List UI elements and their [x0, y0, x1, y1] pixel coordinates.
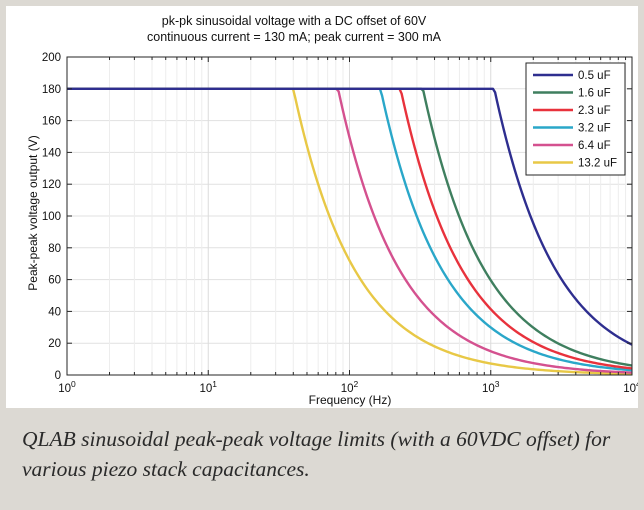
x-tick-label: 101 — [199, 379, 217, 395]
series-line — [67, 87, 633, 346]
y-tick-label: 120 — [42, 179, 61, 191]
legend-label: 1.6 uF — [578, 88, 611, 100]
x-tick-label: 102 — [341, 379, 359, 395]
y-tick-label: 180 — [42, 84, 61, 96]
series-lines — [67, 87, 633, 376]
y-tick-label: 200 — [42, 52, 61, 64]
x-axis-label: Frequency (Hz) — [309, 393, 392, 407]
y-tick-label: 80 — [48, 243, 61, 255]
y-tick-label: 140 — [42, 147, 61, 159]
x-tick-label: 104 — [623, 379, 638, 395]
chart: pk-pk sinusoidal voltage with a DC offse… — [26, 14, 641, 407]
y-axis-label: Peak-peak voltage output (V) — [26, 135, 40, 290]
legend-label: 3.2 uF — [578, 123, 611, 135]
legend-label: 6.4 uF — [578, 140, 611, 152]
legend: 0.5 uF 1.6 uF 2.3 uF 3.2 uF 6.4 uF 13.2 uF — [525, 62, 626, 176]
chart-title: pk-pk sinusoidal voltage with a DC offse… — [162, 14, 427, 28]
y-tick-label: 100 — [42, 211, 61, 223]
legend-label: 13.2 uF — [578, 158, 617, 170]
legend-box — [525, 62, 626, 176]
x-tick-label: 103 — [482, 379, 500, 395]
y-tick-label: 40 — [48, 306, 61, 318]
figure-caption: QLAB sinusoidal peak-peak voltage limits… — [22, 427, 611, 481]
legend-label: 2.3 uF — [578, 105, 611, 117]
y-tick-label: 60 — [48, 275, 61, 287]
chart-panel: pk-pk sinusoidal voltage with a DC offse… — [6, 6, 641, 408]
y-tick-label: 20 — [48, 338, 61, 350]
x-tick-label: 100 — [58, 379, 76, 395]
chart-subtitle: continuous current = 130 mA; peak curren… — [147, 30, 442, 44]
legend-label: 0.5 uF — [578, 70, 611, 82]
y-tick-label: 0 — [55, 370, 61, 382]
y-tick-label: 160 — [42, 116, 61, 128]
